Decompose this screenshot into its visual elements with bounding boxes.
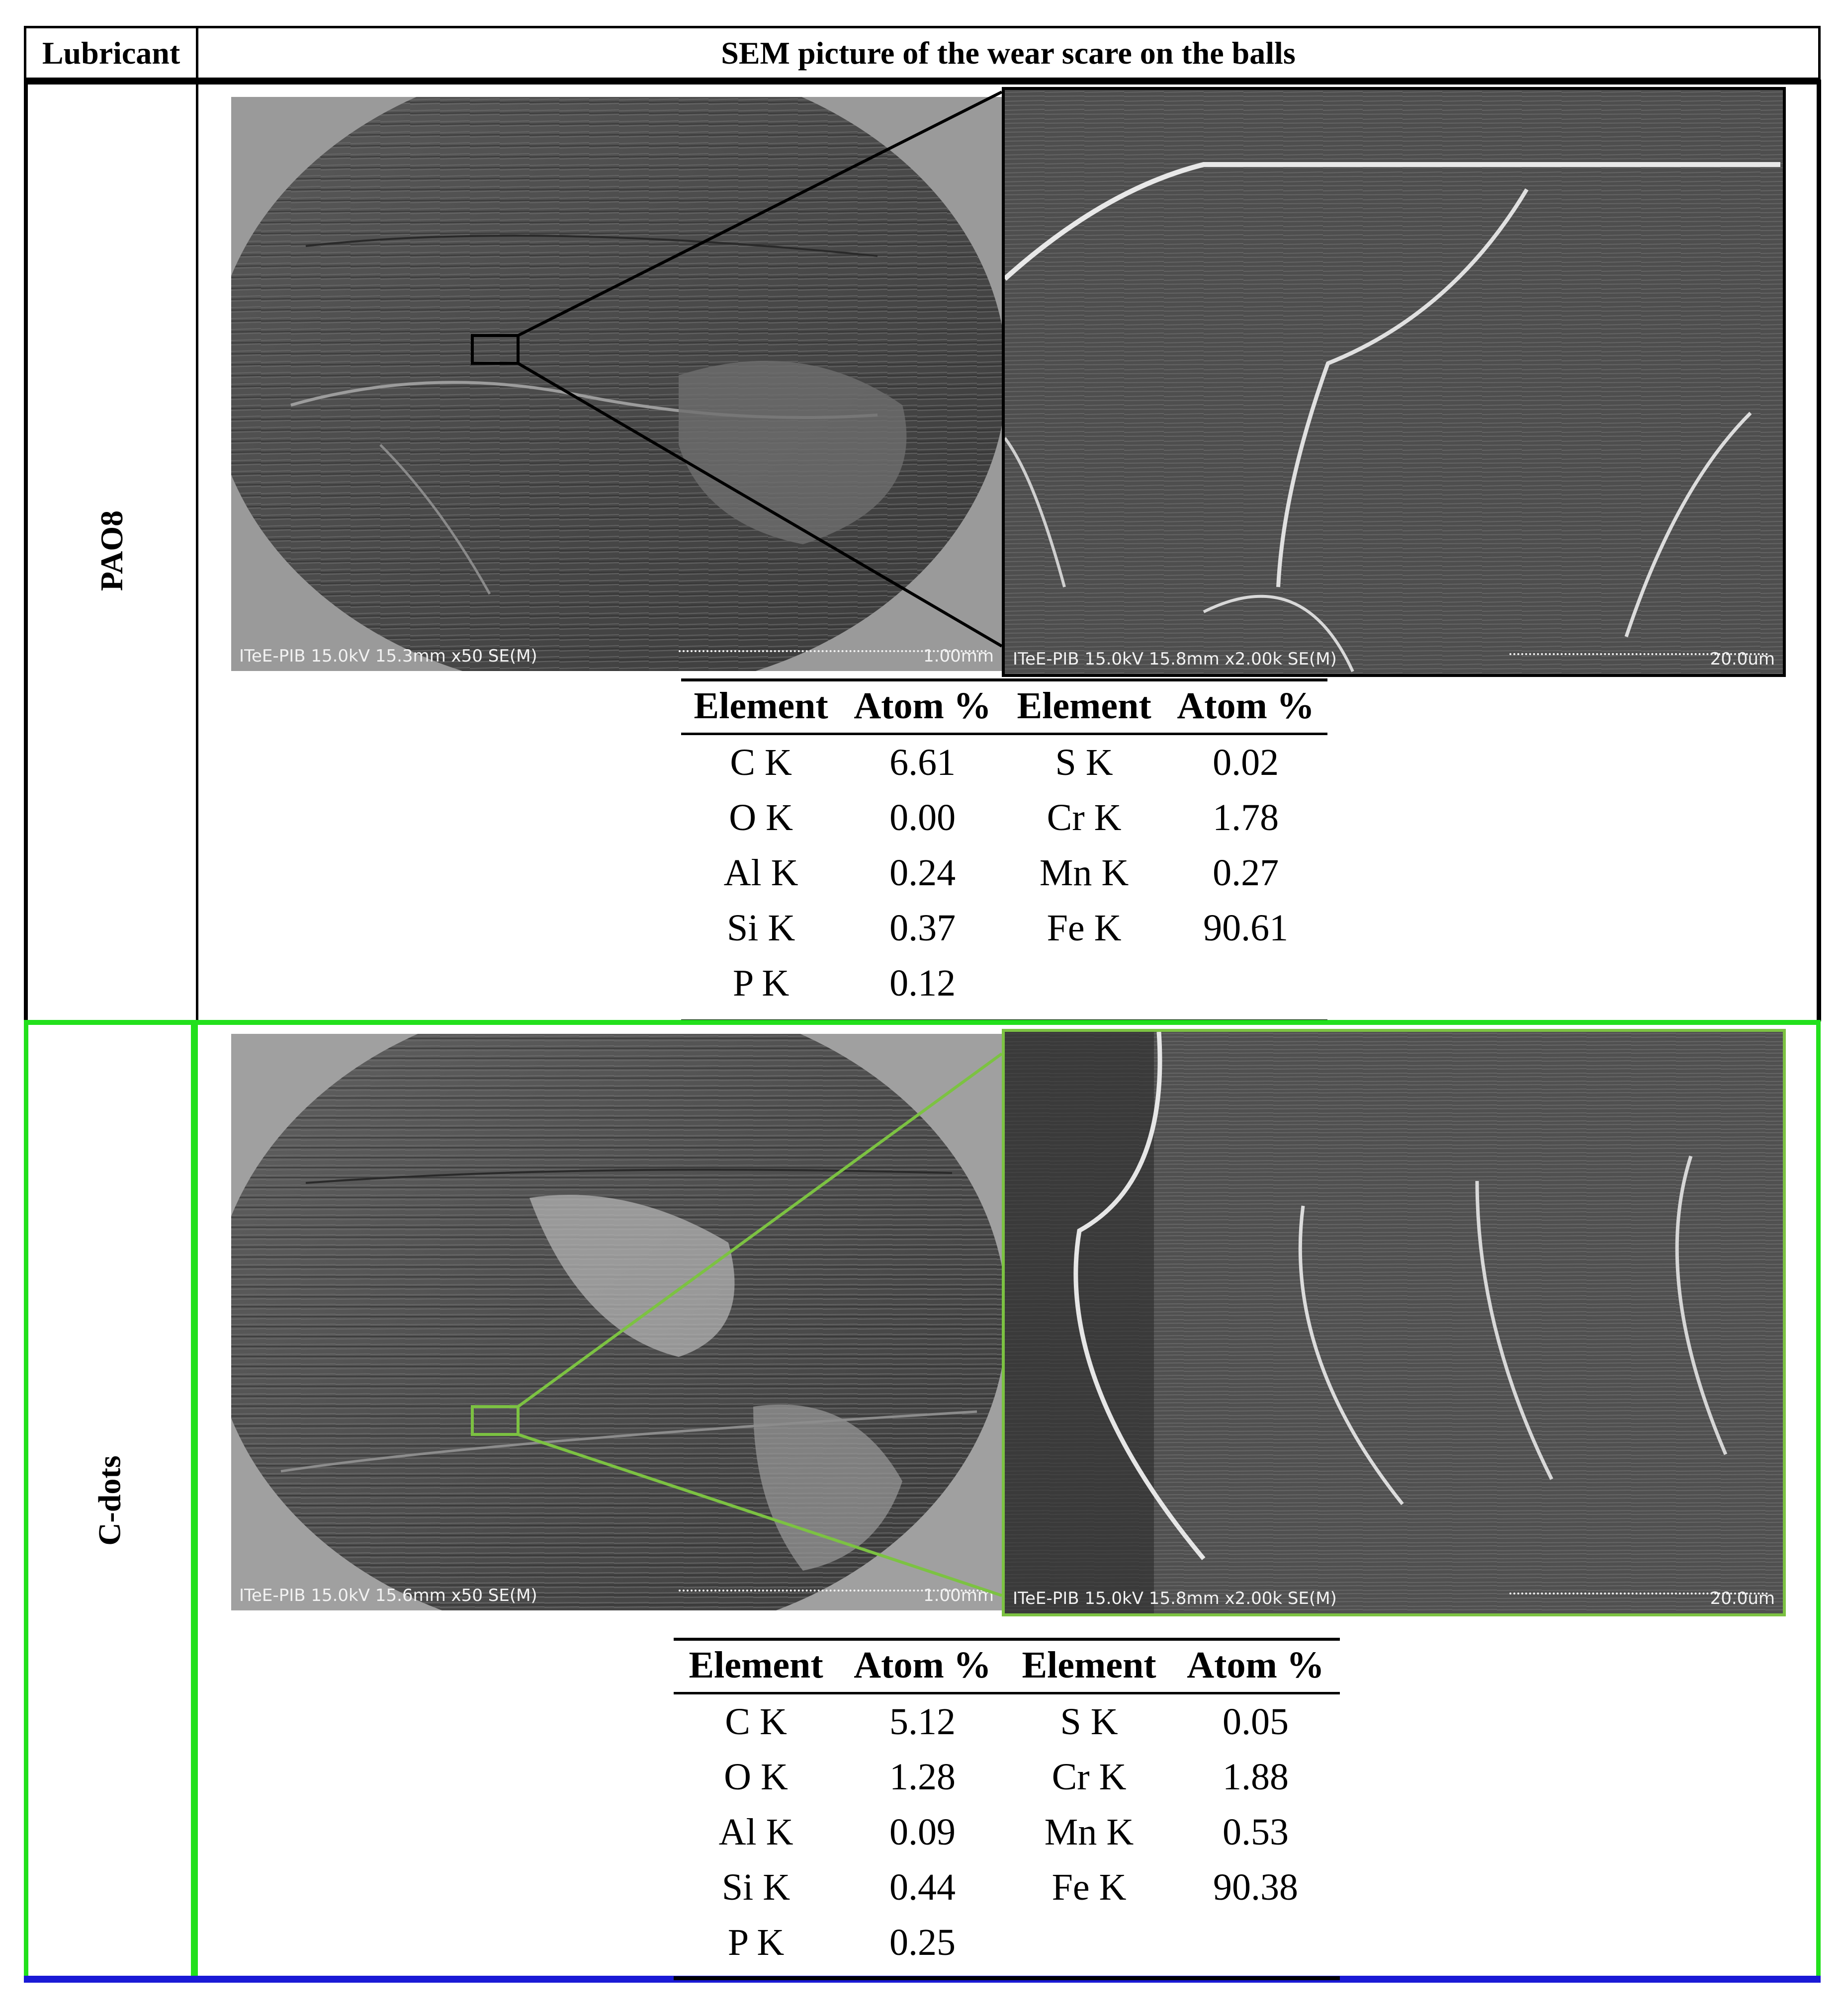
- table-row: Al K 0.09 Mn K 0.53: [718, 1811, 1289, 1853]
- sem-scale-low-cdots: 1.00mm: [923, 1586, 994, 1605]
- eds-header: Element: [1006, 1641, 1172, 1694]
- table-row: O K 1.28 Cr K 1.88: [724, 1756, 1289, 1798]
- header-lubricant: Lubricant: [42, 35, 180, 71]
- table-row: C K 6.61 S K 0.02: [730, 742, 1279, 783]
- sem-caption-low-pao8: ITeE-PIB 15.0kV 15.3mm x50 SE(M): [239, 646, 537, 666]
- eds-header: Atom %: [838, 1641, 1007, 1694]
- sem-caption-low-cdots: ITeE-PIB 15.0kV 15.6mm x50 SE(M): [239, 1586, 537, 1605]
- table-row: P K 0.12: [732, 962, 956, 1004]
- eds-header: Element: [681, 681, 841, 735]
- eds-header: Atom %: [1164, 681, 1327, 735]
- eds-header: Element: [674, 1641, 839, 1694]
- sem-image-low-mag-pao8: ITeE-PIB 15.0kV 15.3mm x50 SE(M) 1.00mm: [231, 97, 1002, 671]
- sem-image-high-mag-pao8: ITeE-PIB 15.0kV 15.8mm x2.00k SE(M) 20.0…: [1002, 87, 1786, 677]
- sem-caption-high-cdots: ITeE-PIB 15.0kV 15.8mm x2.00k SE(M): [1013, 1589, 1337, 1608]
- row-label-pao8: PAO8: [94, 510, 129, 591]
- eds-header: Element: [1004, 681, 1164, 735]
- eds-table-pao8: Element Atom % Element Atom % C K 6.61 S …: [681, 678, 1327, 1023]
- eds-header: Atom %: [1171, 1641, 1340, 1694]
- eds-header: Atom %: [841, 681, 1004, 735]
- sem-image-high-mag-cdots: ITeE-PIB 15.0kV 15.8mm x2.00k SE(M) 20.0…: [1002, 1029, 1786, 1616]
- table-row: Si K 0.44 Fe K 90.38: [721, 1866, 1299, 1908]
- eds-table-cdots: Element Atom % Element Atom % C K 5.12 S …: [674, 1638, 1340, 1980]
- sem-image-low-mag-cdots: ITeE-PIB 15.0kV 15.6mm x50 SE(M) 1.00mm: [231, 1034, 1002, 1610]
- table-row: C K 5.12 S K 0.05: [725, 1701, 1289, 1743]
- sem-caption-high-pao8: ITeE-PIB 15.0kV 15.8mm x2.00k SE(M): [1013, 649, 1337, 669]
- table-row: P K 0.25: [727, 1922, 956, 1963]
- row-label-cdots: C-dots: [91, 1455, 127, 1546]
- sem-scale-low-pao8: 1.00mm: [923, 646, 994, 666]
- header-sem: SEM picture of the wear scare on the bal…: [721, 35, 1296, 71]
- table-row: Si K 0.37 Fe K 90.61: [726, 907, 1289, 949]
- sem-scale-high-pao8: 20.0um: [1710, 649, 1775, 669]
- table-row: O K 0.00 Cr K 1.78: [729, 797, 1279, 839]
- table-row: Al K 0.24 Mn K 0.27: [723, 852, 1279, 894]
- sem-scale-high-cdots: 20.0um: [1710, 1589, 1775, 1608]
